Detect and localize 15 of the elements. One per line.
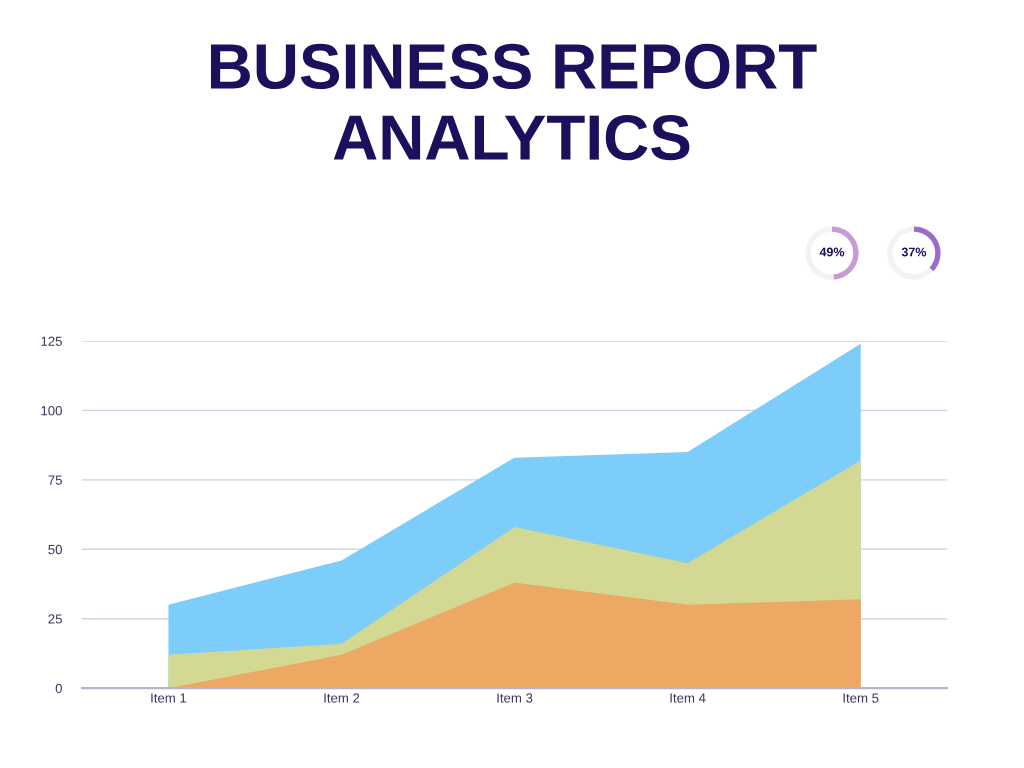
text: 37% <box>901 247 927 257</box>
x-tick-label: Item 2 <box>324 693 360 703</box>
text: 49% <box>819 247 845 257</box>
x-tick-label: Item 3 <box>497 693 533 703</box>
y-tick-label: 50 <box>48 544 62 555</box>
chart-title: BUSINESS REPORT ANALYTICS <box>210 43 817 161</box>
donut-slice <box>887 226 934 280</box>
x-tick-label: Item 5 <box>843 693 879 703</box>
x-tick-label: Item 4 <box>670 693 706 703</box>
y-tick-label: 75 <box>48 475 62 485</box>
y-tick-label: 125 <box>41 336 62 346</box>
y-tick-label: 0 <box>55 683 62 694</box>
x-tick-label: Item 1 <box>151 693 187 703</box>
y-tick-label: 100 <box>41 405 62 416</box>
y-tick-label: 25 <box>48 614 62 624</box>
